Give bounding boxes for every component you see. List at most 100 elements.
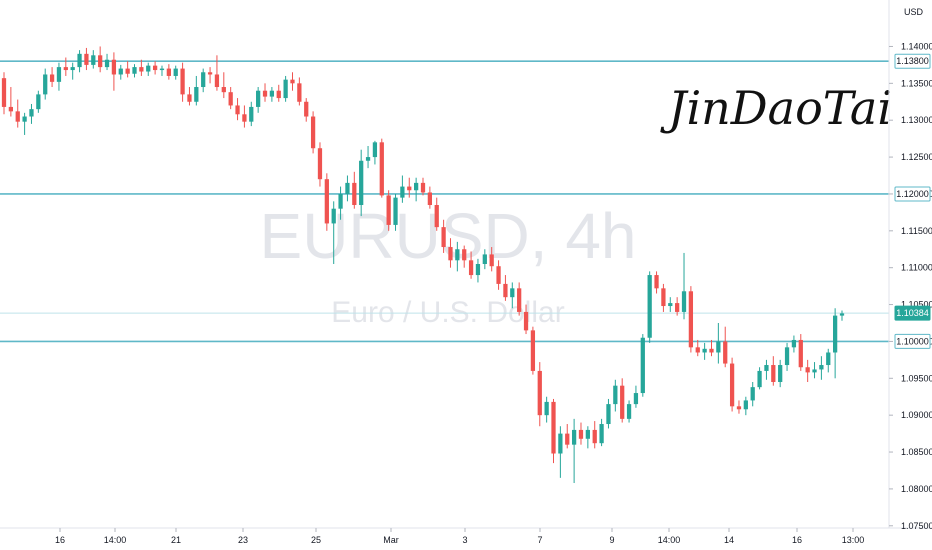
candle[interactable] xyxy=(764,359,769,380)
candle[interactable] xyxy=(496,260,501,290)
candle[interactable] xyxy=(723,326,728,368)
candle[interactable] xyxy=(379,138,384,198)
candle[interactable] xyxy=(805,359,810,382)
price-axis[interactable]: 1.14000 1.13500 1.13000 1.12500 1.12000 1.115… xyxy=(889,41,932,531)
candle[interactable] xyxy=(152,61,158,75)
candle[interactable] xyxy=(592,421,597,449)
candle[interactable] xyxy=(1,72,7,115)
candle[interactable] xyxy=(551,398,556,464)
candle[interactable] xyxy=(434,197,439,231)
candle[interactable] xyxy=(146,62,151,76)
candle[interactable] xyxy=(221,72,226,99)
candle[interactable] xyxy=(173,65,178,80)
candle[interactable] xyxy=(180,62,185,102)
candle[interactable] xyxy=(812,362,817,379)
candle[interactable] xyxy=(736,400,742,414)
candle[interactable] xyxy=(297,77,302,106)
candle[interactable] xyxy=(159,65,165,76)
candle[interactable] xyxy=(139,59,144,76)
candle[interactable] xyxy=(386,190,391,231)
candle[interactable] xyxy=(544,396,549,423)
candle[interactable] xyxy=(523,304,529,335)
candle[interactable] xyxy=(359,149,364,217)
candle[interactable] xyxy=(784,342,790,371)
candle[interactable] xyxy=(276,84,281,102)
candle[interactable] xyxy=(510,282,515,309)
candle[interactable] xyxy=(22,112,27,135)
candle[interactable] xyxy=(565,424,570,449)
candle[interactable] xyxy=(778,359,783,388)
candle[interactable] xyxy=(187,87,192,106)
candle[interactable] xyxy=(132,64,137,78)
candle[interactable] xyxy=(798,334,803,371)
candle[interactable] xyxy=(365,146,371,169)
candle[interactable] xyxy=(70,62,75,80)
candle[interactable] xyxy=(633,385,639,408)
candle[interactable] xyxy=(681,252,687,320)
candle[interactable] xyxy=(537,362,542,427)
candle[interactable] xyxy=(826,348,831,373)
candle[interactable] xyxy=(709,339,714,357)
candle[interactable] xyxy=(462,245,467,268)
candle[interactable] xyxy=(455,241,460,272)
candle[interactable] xyxy=(791,335,797,353)
candle[interactable] xyxy=(207,67,213,84)
candle[interactable] xyxy=(104,53,110,71)
candle[interactable] xyxy=(695,339,700,357)
candle[interactable] xyxy=(661,283,666,312)
candle[interactable] xyxy=(448,238,453,268)
candle[interactable] xyxy=(228,87,233,110)
candle[interactable] xyxy=(468,251,474,279)
candle[interactable] xyxy=(688,286,694,353)
candle[interactable] xyxy=(166,64,171,80)
candle[interactable] xyxy=(702,342,707,360)
candle[interactable] xyxy=(29,103,34,124)
candle[interactable] xyxy=(647,271,652,343)
candle[interactable] xyxy=(242,105,247,128)
candle[interactable] xyxy=(290,72,295,91)
candle[interactable] xyxy=(84,47,89,71)
candle[interactable] xyxy=(214,55,220,91)
candle[interactable] xyxy=(400,175,405,203)
candle[interactable] xyxy=(304,98,309,122)
candle[interactable] xyxy=(606,398,611,429)
candle[interactable] xyxy=(771,356,776,386)
candle[interactable] xyxy=(283,75,288,102)
candle[interactable] xyxy=(63,57,68,76)
candle[interactable] xyxy=(585,426,590,449)
candle[interactable] xyxy=(613,379,618,412)
candle[interactable] xyxy=(317,142,323,187)
candle[interactable] xyxy=(201,68,206,93)
candle[interactable] xyxy=(118,64,123,80)
candle[interactable] xyxy=(194,75,199,106)
candle[interactable] xyxy=(310,111,316,154)
candle[interactable] xyxy=(640,334,645,397)
candle[interactable] xyxy=(8,87,13,117)
candle[interactable] xyxy=(716,322,721,364)
candle[interactable] xyxy=(750,381,755,407)
candle[interactable] xyxy=(91,50,96,69)
candle[interactable] xyxy=(372,140,378,165)
candle[interactable] xyxy=(125,61,130,78)
candle[interactable] xyxy=(489,247,494,272)
candle[interactable] xyxy=(249,101,254,127)
candle[interactable] xyxy=(626,400,632,423)
candle[interactable] xyxy=(414,177,419,202)
candle[interactable] xyxy=(43,68,48,100)
candle[interactable] xyxy=(833,308,838,379)
candle[interactable] xyxy=(475,258,481,283)
candle[interactable] xyxy=(111,52,117,91)
candle[interactable] xyxy=(482,249,487,270)
candle[interactable] xyxy=(338,186,343,220)
candle[interactable] xyxy=(36,90,41,113)
candle[interactable] xyxy=(420,177,426,196)
candle[interactable] xyxy=(503,275,508,301)
time-axis[interactable]: 16 14:00 21 23 25 Mar 3 7 9 14:00 14 16 13:00 xyxy=(55,528,864,545)
candle[interactable] xyxy=(49,67,55,88)
candle[interactable] xyxy=(729,357,735,412)
candle[interactable] xyxy=(668,297,673,312)
candle[interactable] xyxy=(743,396,748,416)
candle[interactable] xyxy=(98,46,103,73)
candle[interactable] xyxy=(441,219,446,253)
candle[interactable] xyxy=(235,98,240,121)
